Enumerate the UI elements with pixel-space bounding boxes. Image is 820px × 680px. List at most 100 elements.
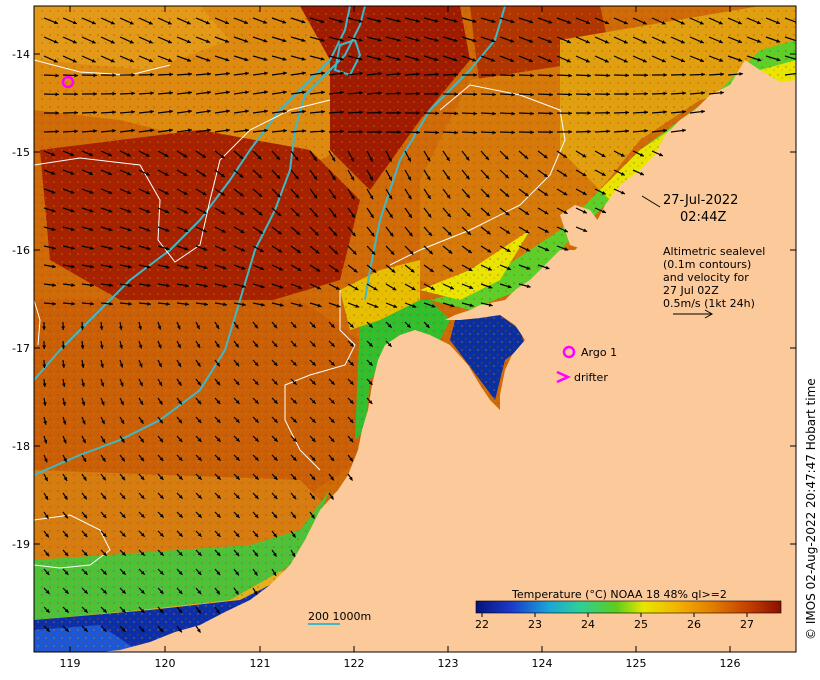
velocity-arrow-head [89,227,94,232]
velocity-arrow-head [378,130,382,134]
velocity-arrow-head [169,91,173,95]
velocity-arrow-head [43,420,47,425]
velocity-arrow-head [166,302,170,306]
velocity-arrow-head [166,283,170,288]
argo-legend: Argo 1 [562,345,617,359]
velocity-arrow-head [52,264,56,269]
velocity-arrow-head [178,475,183,480]
velocity-arrow-head [625,73,629,78]
velocity-arrow-head [543,154,548,159]
velocity-arrow-head [397,72,401,76]
velocity-arrow-head [545,265,550,270]
velocity-arrow-head [140,532,145,537]
velocity-arrow-head [737,39,742,44]
velocity-arrow-head [202,210,207,214]
legend-note: and velocity for [663,271,749,284]
drifter-label: drifter [574,371,608,384]
velocity-arrow [784,17,796,23]
velocity-arrow-head [101,457,106,462]
velocity-arrow-head [720,90,724,95]
velocity-arrow-head [254,456,259,461]
velocity-arrow-head [259,248,264,252]
credit-text: © IMOS 02-Aug-2022 20:47:47 Hobart time [804,378,818,640]
velocity-arrow-head [370,214,374,218]
velocity-arrow-head [110,58,115,63]
velocity-arrow-head [756,20,761,25]
velocity-arrow-head [292,324,297,329]
velocity-arrow-head [254,437,259,442]
longitude-axis: 119 120 121 122 123 124 125 126 [60,6,741,670]
velocity-arrow-head [563,191,568,196]
velocity-arrow-head [368,361,373,366]
velocity-arrow-head [159,513,164,518]
velocity-arrow-head [61,364,66,368]
velocity-arrow-head [699,39,704,44]
velocity-arrow-head [701,109,705,114]
velocity-arrow-head [140,570,145,575]
velocity-arrow-head [222,247,227,252]
velocity-arrow-head [148,58,153,63]
velocity-arrow-head [82,457,87,462]
velocity-arrow-head [492,111,496,116]
velocity-arrow-head [524,192,529,197]
velocity-arrow-head [434,18,439,23]
velocity-arrow-head [339,38,344,42]
velocity-arrow-head [314,231,319,236]
velocity-arrow-head [197,551,202,556]
velocity-arrow-head [469,303,474,308]
velocity-arrow-head [264,128,268,133]
velocity-arrow-head [197,475,202,480]
velocity-arrow-head [349,438,354,443]
velocity-arrow-head [311,457,316,461]
velocity-arrow-head [165,246,170,251]
velocity-arrow-head [121,476,126,481]
velocity-arrow-head [119,382,124,387]
velocity-arrow-head [150,128,154,133]
velocity-arrow-head [90,301,94,306]
velocity-arrow-head [165,228,170,232]
velocity-arrow-head [485,193,490,198]
velocity-arrow-head [435,111,439,116]
velocity-arrow-head [254,533,259,538]
velocity-arrow-head [663,128,667,133]
velocity-arrow-head [606,110,610,115]
velocity-arrow-head [70,152,75,157]
velocity-arrow-head [148,39,153,44]
velocity-arrow-head [197,494,202,499]
velocity-arrow-head [623,39,628,44]
velocity-arrow-head [108,246,113,250]
velocity-arrow-head [292,495,297,500]
velocity-arrow-head [216,400,221,405]
velocity-arrow-head [359,71,363,76]
velocity-arrow-head [169,128,173,133]
velocity-arrows [42,17,796,633]
velocity-arrow-head [680,20,685,25]
velocity-arrow-head [216,418,221,423]
velocity-arrow-head [409,250,414,255]
velocity-arrow-head [377,19,382,23]
velocity-arrow-head [186,20,191,25]
velocity-arrow-head [295,212,300,217]
velocity-arrow-head [216,571,221,576]
velocity-arrow-head [529,19,534,24]
velocity-arrow-head [215,609,220,614]
velocity-arrow-head [568,129,572,134]
drifter-legend: drifter [556,370,608,384]
velocity-arrow-head [273,343,278,348]
velocity-arrow-head [397,110,401,115]
velocity-arrow-head [91,20,96,25]
velocity-arrow-head [368,342,373,347]
velocity-arrow-head [205,20,210,25]
velocity-arrow-head [178,628,182,633]
velocity-arrow-head [91,58,96,63]
velocity-arrow-head [415,38,420,42]
velocity-arrow-head [202,191,207,196]
velocity-arrow-head [431,303,436,308]
velocity-arrow-head [235,343,239,348]
velocity-arrow-head [568,111,572,116]
lat-tick-label: -19 [12,538,30,551]
velocity-arrow-head [81,420,86,425]
velocity-arrow-head [321,90,325,95]
velocity-arrow-head [450,303,455,308]
